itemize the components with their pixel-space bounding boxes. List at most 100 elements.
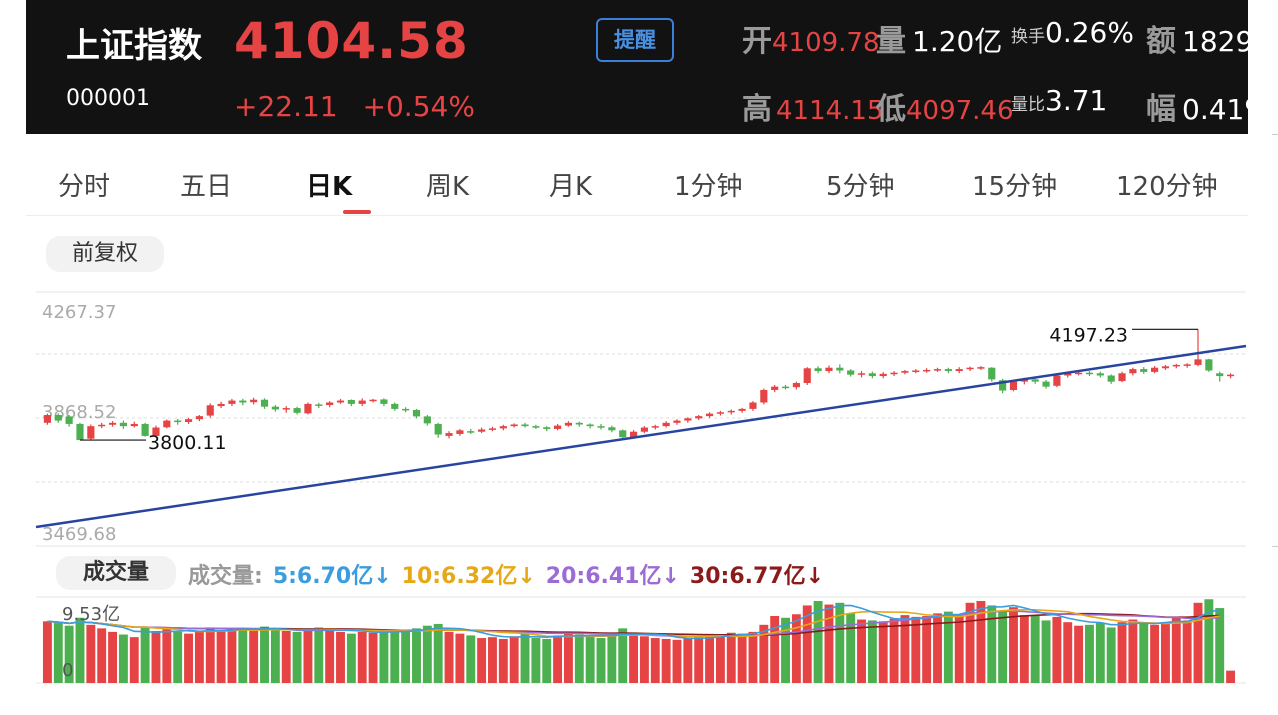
stat-amplitude-value: 0.41% xyxy=(1182,93,1248,126)
volume-bar xyxy=(151,630,161,683)
volume-bar xyxy=(943,611,953,683)
candle-body xyxy=(847,370,855,375)
candle-body xyxy=(781,386,790,389)
volume-bar xyxy=(1041,620,1051,683)
candle-body xyxy=(1064,373,1072,376)
change-value: +22.11 xyxy=(234,90,338,123)
candle-body xyxy=(174,420,182,423)
candle-body xyxy=(1107,375,1115,382)
candle-body xyxy=(705,413,714,417)
period-tabs: 分时 五日 日K 周K 月K 1分钟 5分钟 15分钟 120分钟 ⌄ xyxy=(26,148,1273,216)
volume-bar xyxy=(911,616,921,683)
tab-1min[interactable]: 1分钟 xyxy=(674,172,743,202)
candle-body xyxy=(901,371,909,373)
current-price: 4104.58 xyxy=(234,12,469,70)
candle-body xyxy=(836,367,844,371)
volume-bar xyxy=(1074,625,1084,683)
y-axis-mid-label: 3868.52 xyxy=(42,402,116,423)
candle-body xyxy=(358,400,366,404)
candle-body xyxy=(456,430,464,434)
candle-body xyxy=(521,424,529,427)
tab-15min[interactable]: 15分钟 xyxy=(972,172,1058,202)
tab-intraday[interactable]: 分时 xyxy=(58,172,111,202)
volume-legend-title: 成交量: xyxy=(188,564,263,589)
stat-volume: 量 1.20亿 xyxy=(876,16,1002,60)
candle-body xyxy=(130,423,138,427)
volume-bar xyxy=(336,631,345,683)
candle-body xyxy=(532,426,540,428)
candle-body xyxy=(423,416,431,424)
alert-button[interactable]: 提醒 xyxy=(596,18,674,62)
candle-body xyxy=(87,426,95,439)
candle-body xyxy=(1129,369,1137,374)
volume-bar xyxy=(140,626,150,683)
tab-daily-k[interactable]: 日K xyxy=(306,172,353,202)
candle-body xyxy=(65,416,73,424)
candle-body xyxy=(434,423,442,435)
volume-legend: 成交量: 5:6.70亿↓ 10:6.32亿↓ 20:6.41亿↓ 30:6.77亿↓ xyxy=(188,558,834,590)
volume-bar xyxy=(900,615,910,683)
low-marker-label: 3800.11 xyxy=(148,432,227,454)
stat-amplitude: 幅0.41% xyxy=(1146,84,1248,128)
volume-bar xyxy=(596,638,606,683)
volume-bar xyxy=(227,628,237,683)
volume-bar xyxy=(1193,602,1203,683)
candle-body xyxy=(673,420,681,423)
adjust-mode-button[interactable]: 前复权 xyxy=(46,236,164,272)
volume-bar xyxy=(325,630,335,683)
candle-body xyxy=(716,412,724,414)
candle-body xyxy=(803,368,811,384)
candle-body xyxy=(184,419,193,422)
candle-body xyxy=(98,424,106,427)
stat-amount-value: 1829 xyxy=(1182,25,1248,58)
volume-bar xyxy=(672,639,682,683)
volume-axis-max-label: 9.53亿 xyxy=(62,604,120,625)
volume-bar xyxy=(64,625,74,683)
candle-body xyxy=(944,369,952,372)
candle-body xyxy=(282,408,290,410)
candle-body xyxy=(402,408,410,411)
candle-body xyxy=(326,402,334,406)
candle-body xyxy=(239,400,247,403)
volume-bar xyxy=(1215,608,1225,683)
candle-body xyxy=(391,403,399,409)
volume-indicator-button[interactable]: 成交量 xyxy=(56,556,176,590)
tab-weekly-k[interactable]: 周K xyxy=(426,172,470,202)
volume-bar xyxy=(129,637,139,683)
trend-line xyxy=(35,344,1247,529)
candle-body xyxy=(499,426,507,429)
tab-5min[interactable]: 5分钟 xyxy=(826,172,895,202)
volume-bar xyxy=(661,638,671,683)
candle-body xyxy=(966,367,974,370)
volume-bar xyxy=(726,632,736,683)
candle-body xyxy=(293,408,301,413)
stat-low: 低4097.46 xyxy=(876,84,1014,128)
candle-body xyxy=(152,427,160,436)
volume-bar xyxy=(422,625,432,683)
volume-bar xyxy=(205,627,215,683)
candle-body xyxy=(662,422,670,427)
tab-monthly-k[interactable]: 月K xyxy=(549,172,593,202)
volume-bar xyxy=(477,638,487,683)
stat-amount-label: 额 xyxy=(1146,24,1176,59)
candle-body xyxy=(250,399,258,403)
candle-body xyxy=(543,427,551,429)
stat-open-label: 开 xyxy=(742,24,772,59)
volume-bar xyxy=(846,613,856,683)
candle-body xyxy=(108,422,117,425)
stat-low-label: 低 xyxy=(876,92,906,127)
edge-divider xyxy=(1272,134,1278,135)
volume-ma20: 20:6.41亿↓ xyxy=(545,564,680,589)
stat-amount: 额 1829 xyxy=(1146,16,1248,60)
tab-120min[interactable]: 120分钟 xyxy=(1116,172,1218,202)
candle-body xyxy=(933,369,942,371)
tab-five-day[interactable]: 五日 xyxy=(180,172,233,202)
candle-body xyxy=(1096,373,1104,376)
volume-bar xyxy=(987,605,997,683)
stat-high: 高 4114.15 xyxy=(742,84,884,128)
candle-body xyxy=(54,415,62,421)
candle-body xyxy=(727,410,735,413)
volume-bar xyxy=(824,604,834,683)
